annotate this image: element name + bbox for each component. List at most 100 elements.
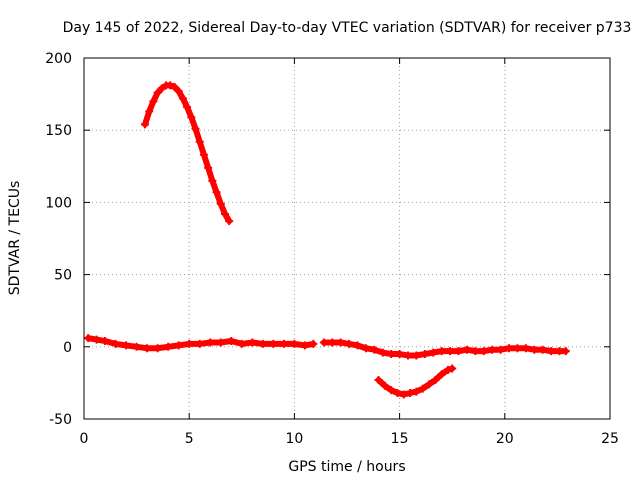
series-arc-1 [141,81,234,226]
data-point [290,339,299,348]
data-point [370,345,379,354]
data-point [153,344,162,353]
y-tick-label: 200 [45,51,72,67]
data-point [191,124,200,133]
data-point [187,113,196,122]
data-point [547,347,556,356]
data-point [443,365,452,374]
data-point [425,380,434,389]
data-point [174,87,183,96]
data-point [418,384,427,393]
data-point [204,163,213,172]
data-point [122,341,131,350]
x-axis-label: GPS time / hours [288,459,405,475]
data-point [387,386,396,395]
data-point [420,350,429,359]
x-tick-label: 0 [80,431,89,447]
series-arc-4 [374,364,457,399]
data-point [185,339,194,348]
chart-title: Day 145 of 2022, Sidereal Day-to-day VTE… [63,20,632,36]
data-point [269,339,278,348]
data-point [101,337,110,346]
data-point [216,338,225,347]
data-point [92,335,101,344]
data-point [328,338,337,347]
data-point [380,381,389,390]
data-point [258,339,267,348]
data-point [406,389,415,398]
data-point [216,199,225,208]
series-arc-3 [319,338,570,360]
data-point [132,342,141,351]
grid-layer [84,58,610,419]
data-point [437,370,446,379]
data-point [479,347,488,356]
data-point [111,339,120,348]
data-point [145,107,154,116]
series-arc-2 [84,334,318,353]
data-point [143,344,152,353]
data-point [387,350,396,359]
x-tick-label: 15 [391,431,409,447]
plot-frame [83,57,611,420]
data-point [195,137,204,146]
data-point [199,150,208,159]
data-point [153,88,162,97]
data-point [220,209,229,218]
data-point [212,188,221,197]
data-point [248,338,257,347]
data-point [157,84,166,93]
data-point [454,347,463,356]
y-tick-label: -50 [49,412,72,428]
data-point [225,217,234,226]
data-point [378,348,387,357]
data-point [208,176,217,185]
data-point [164,342,173,351]
data-point [227,337,236,346]
data-point [141,120,150,129]
data-point [166,81,175,90]
data-point [448,364,457,373]
data-point [319,338,328,347]
y-tick-label: 150 [45,123,72,139]
data-point [437,347,446,356]
data-point [399,390,408,399]
data-point [496,345,505,354]
axes-layer: 0 5 10 15 20 25 -50 0 50 100 150 200 [45,51,619,447]
data-point [521,344,530,353]
data-point [336,338,345,347]
data-point [431,376,440,385]
x-tick-label: 5 [185,431,194,447]
data-point [374,376,383,385]
y-axis-label: SDTVAR / TECUs [7,181,23,296]
x-tick-label: 20 [496,431,514,447]
data-point [361,344,370,353]
data-point [412,387,421,396]
y-tick-label: 0 [63,340,72,356]
data-point [279,339,288,348]
data-point [412,351,421,360]
data-point [446,347,455,356]
data-layer [84,81,570,399]
data-point [183,103,192,112]
data-point [404,351,413,360]
data-point [530,345,539,354]
data-point [195,339,204,348]
data-point [300,341,309,350]
x-tick-label: 10 [285,431,303,447]
data-point [488,345,497,354]
data-point [462,345,471,354]
data-point [505,344,514,353]
data-point [206,338,215,347]
data-point [345,339,354,348]
data-point [429,348,438,357]
data-point [538,345,547,354]
y-tick-label: 100 [45,195,72,211]
data-point [237,339,246,348]
data-point [513,344,522,353]
data-point [393,389,402,398]
data-point [471,347,480,356]
data-point [178,94,187,103]
data-point [170,82,179,91]
